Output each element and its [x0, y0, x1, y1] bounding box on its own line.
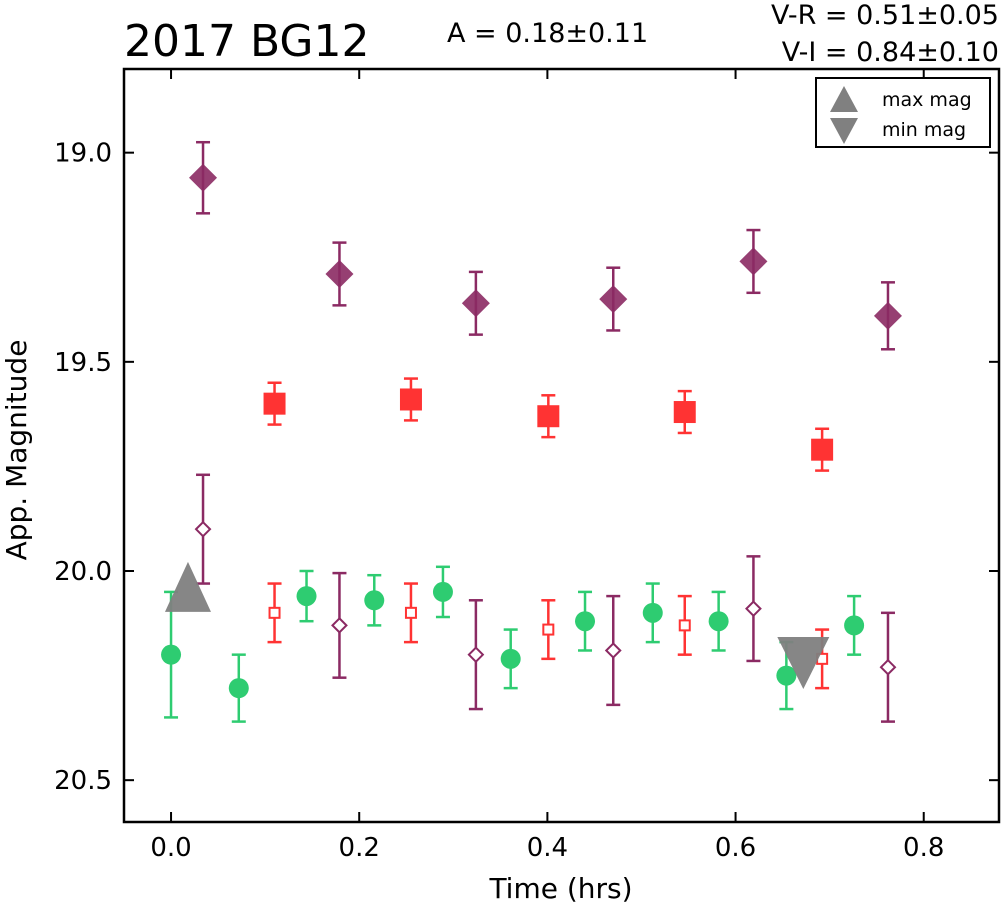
green-circle-point: [575, 611, 596, 632]
legend-max-mag-icon: [830, 86, 858, 112]
purple-diamond-point: [873, 301, 902, 330]
red-square-point: [263, 392, 286, 415]
x-axis-label: Time (hrs): [488, 872, 632, 904]
purple-diamond-point: [461, 289, 490, 318]
legend-label: min mag: [882, 119, 966, 141]
red-open-square-point: [404, 606, 417, 619]
chart-title: 2017 BG12: [124, 16, 369, 67]
legend-min-mag-icon: [830, 118, 858, 144]
red-square-point: [399, 388, 422, 411]
amplitude-annotation: A = 0.18±0.11: [447, 18, 648, 49]
min-mag-marker: [777, 637, 830, 690]
purple-diamond-point: [739, 247, 768, 276]
green-circle-point: [364, 590, 385, 611]
red-open-square-point: [268, 606, 281, 619]
x-tick-label: 0.6: [715, 833, 756, 863]
series-red-square: [263, 377, 834, 472]
green-circle-point: [296, 586, 317, 607]
purple-open-diamond-point: [879, 658, 897, 676]
y-tick-label: 20.0: [54, 557, 112, 587]
y-tick-label: 20.5: [54, 766, 112, 796]
x-tick-label: 0.2: [339, 833, 380, 863]
y-axis-label: App. Magnitude: [0, 340, 33, 561]
red-square-point: [673, 401, 696, 424]
plot-marks: [161, 140, 902, 723]
red-square-point: [537, 405, 560, 428]
green-circle-point: [161, 644, 182, 665]
x-tick-label: 0.4: [527, 833, 568, 863]
series-red-open-square: [267, 582, 830, 690]
green-circle-point: [432, 581, 453, 602]
legend-label: max mag: [882, 89, 972, 111]
purple-diamond-point: [599, 285, 628, 314]
purple-diamond-point: [325, 259, 354, 288]
green-circle-point: [228, 678, 249, 699]
series-green-circle: [161, 565, 865, 723]
legend: max mag min mag: [815, 77, 991, 148]
purple-open-diamond-point: [331, 616, 348, 634]
x-tick-label: 0.8: [903, 833, 944, 863]
max-mag-marker: [164, 561, 211, 612]
red-open-square-point: [678, 619, 691, 632]
red-square-point: [811, 438, 834, 461]
red-open-square-point: [542, 623, 555, 636]
y-tick-label: 19.5: [54, 348, 112, 378]
green-circle-point: [500, 648, 521, 669]
purple-open-diamond-point: [467, 646, 485, 664]
v-i-annotation: V-I = 0.84±0.10: [782, 37, 999, 68]
green-circle-point: [642, 602, 663, 623]
series-purple-open-diamond: [194, 473, 897, 723]
green-circle-point: [844, 615, 865, 636]
green-circle-point: [776, 665, 797, 686]
series-purple-diamond: [189, 140, 902, 351]
purple-open-diamond-point: [604, 642, 622, 659]
green-circle-point: [708, 611, 729, 632]
y-tick-label: 19.0: [54, 139, 112, 169]
y-axis-ticks: 19.0 19.5 20.0 20.5: [54, 139, 999, 796]
plot-frame: [122, 67, 1001, 824]
x-tick-label: 0.0: [150, 833, 191, 863]
v-r-annotation: V-R = 0.51±0.05: [771, 0, 999, 31]
purple-diamond-point: [189, 163, 218, 192]
purple-open-diamond-point: [194, 520, 212, 538]
x-axis-ticks: 0.0 0.2 0.4 0.6 0.8: [150, 69, 944, 863]
purple-open-diamond-point: [745, 600, 762, 618]
